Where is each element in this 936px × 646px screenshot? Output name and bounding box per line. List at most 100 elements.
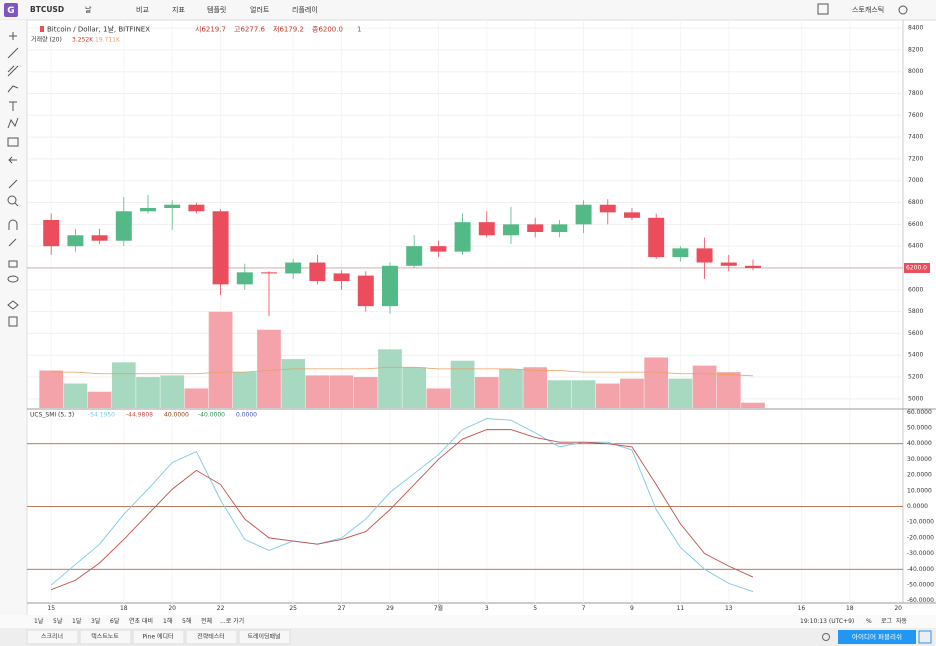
candle-body	[478, 222, 495, 236]
tab[interactable]	[26, 629, 79, 645]
clock: 19:10:13 (UTC+9)	[800, 618, 854, 625]
volume-ma-value: 19.711K	[95, 37, 121, 44]
range-button[interactable]: 1달	[72, 617, 82, 625]
volume-bar	[523, 367, 548, 408]
x-tick-label: 7월	[434, 604, 443, 612]
fullscreen-box[interactable]	[817, 3, 829, 15]
tab-label: Pine 에디터	[142, 633, 173, 641]
indicator-value: 40.0000	[164, 412, 189, 419]
series-color	[40, 26, 44, 32]
volume-bar	[426, 388, 451, 408]
snapshot-icon[interactable]	[822, 633, 830, 641]
x-tick-label: 20	[168, 605, 176, 612]
settings-icon[interactable]	[898, 5, 908, 15]
range-button[interactable]: 전체	[201, 617, 212, 625]
tab[interactable]	[238, 629, 291, 645]
candle-body	[333, 273, 350, 282]
x-tick-label: 3	[485, 605, 489, 612]
range-button[interactable]: 5날	[53, 617, 63, 625]
publish-button[interactable]	[838, 630, 916, 644]
x-tick-label: 22	[217, 605, 225, 612]
volume-bar	[668, 378, 693, 408]
y-tick-label: 7400	[908, 134, 923, 141]
volume-bar	[692, 365, 717, 408]
range-button[interactable]: 6달	[110, 617, 120, 625]
volume-bar	[305, 375, 330, 408]
publish-label: 아이디어 퍼블리쉬	[852, 632, 902, 641]
last-price-tag	[904, 262, 930, 273]
logo-letter: G	[7, 6, 14, 16]
y-tick-label: 8000	[908, 68, 923, 75]
candle-body	[115, 211, 132, 241]
x-tick-label: 18	[846, 605, 854, 612]
x-tick-label: 25	[289, 605, 297, 612]
volume-bar	[571, 380, 596, 408]
x-tick-label: 18	[120, 605, 128, 612]
indicator-value: 0.0000	[236, 412, 257, 419]
candle-body	[261, 272, 277, 274]
tab[interactable]	[185, 629, 238, 645]
candle-body	[454, 222, 471, 252]
volume-bar	[378, 349, 402, 408]
symbol[interactable]: BTCUSD	[30, 5, 64, 14]
x-tick-label: 11	[677, 605, 685, 612]
volume-bar	[474, 377, 499, 408]
candle-body	[672, 248, 689, 258]
candle-body	[430, 246, 447, 252]
range-button[interactable]: 1날	[34, 617, 44, 625]
volume-bar	[111, 362, 136, 408]
range-button[interactable]: 연초 대비	[129, 617, 153, 625]
scale-option[interactable]: %	[866, 618, 872, 625]
candle-body	[91, 235, 108, 241]
range-button[interactable]: 1해	[163, 617, 172, 625]
y-tick-label: 6800	[908, 199, 923, 206]
volume-bar	[232, 372, 257, 408]
compare[interactable]: 비교	[136, 5, 149, 14]
volume-bar	[353, 377, 378, 408]
range-button[interactable]: 5해	[182, 617, 191, 625]
y-tick-label: 7000	[908, 177, 923, 184]
play-button[interactable]	[918, 630, 932, 644]
tab[interactable]	[132, 629, 185, 645]
tab-label: 텍스트노트	[91, 634, 119, 641]
y-tick-label: 8200	[908, 46, 923, 53]
candle-body	[551, 224, 568, 232]
drawing-tools[interactable]	[7, 32, 19, 327]
y-tick-label: 5800	[908, 308, 923, 315]
candle-body	[381, 265, 398, 307]
y-tick-label: 8400	[908, 25, 923, 32]
volume-bar	[620, 378, 644, 408]
range-button[interactable]: ...로 가기	[220, 617, 244, 625]
candle-body	[236, 272, 253, 285]
templates[interactable]: 템플릿	[207, 6, 226, 14]
volume-bar	[402, 367, 427, 408]
alert[interactable]: 얼러트	[250, 5, 270, 14]
indicators[interactable]: 지표	[172, 5, 185, 14]
candle-body	[648, 217, 665, 258]
y-tick-label: 20.0000	[907, 472, 932, 479]
scale-option[interactable]: 로그	[881, 618, 893, 625]
layout-name[interactable]: 스토캐스틱	[852, 5, 884, 14]
range-button[interactable]: 3달	[91, 617, 101, 625]
y-tick-label: -30.0000	[907, 550, 934, 557]
volume-bar	[644, 357, 669, 408]
y-tick-label: -60.0000	[907, 597, 934, 604]
replay[interactable]: 리플레이	[292, 5, 318, 14]
y-tick-label: -40.0000	[907, 566, 934, 573]
scale-option[interactable]: 자동	[896, 617, 908, 625]
candle-body	[575, 204, 592, 225]
candle-body	[285, 262, 302, 274]
y-tick-label: 5000	[908, 395, 923, 402]
ohlc-value: 종6200.0	[312, 26, 343, 34]
interval[interactable]: 날	[85, 5, 92, 14]
volume-bar	[87, 391, 112, 408]
logo[interactable]	[4, 3, 18, 17]
y-tick-label: 6600	[908, 221, 923, 228]
y-tick-label: 7200	[908, 155, 923, 162]
tab[interactable]	[79, 629, 132, 645]
volume-bar	[595, 383, 620, 408]
y-tick-label: -10.0000	[907, 519, 934, 526]
tab-label: 전략테스터	[197, 633, 225, 641]
chart-title: Bitcoin / Dollar, 1날, BITFINEX	[47, 25, 150, 34]
